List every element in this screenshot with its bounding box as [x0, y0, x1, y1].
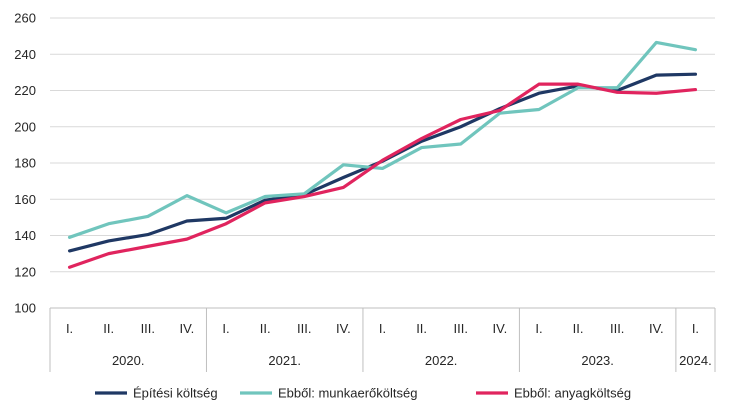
year-label: 2020.	[112, 353, 145, 368]
year-label: 2021.	[268, 353, 301, 368]
x-tick-label: I.	[66, 321, 73, 336]
x-tick-label: I.	[379, 321, 386, 336]
x-tick-label: IV.	[336, 321, 351, 336]
y-tick-label: 240	[14, 47, 36, 62]
series-line-2	[67, 40, 698, 239]
x-tick-label: I.	[535, 321, 542, 336]
x-tick-label: IV.	[493, 321, 508, 336]
year-label: 2023.	[581, 353, 614, 368]
y-tick-label: 160	[14, 192, 36, 207]
legend-label: Ebből: munkaerőköltség	[278, 386, 417, 401]
y-tick-label: 220	[14, 83, 36, 98]
legend-label: Építési költség	[133, 386, 218, 401]
x-tick-label: III.	[297, 321, 311, 336]
series-line-3	[67, 82, 698, 269]
y-tick-label: 260	[14, 11, 36, 26]
x-tick-label: III.	[141, 321, 155, 336]
x-tick-label: I.	[222, 321, 229, 336]
x-tick-label: IV.	[180, 321, 195, 336]
y-tick-label: 180	[14, 156, 36, 171]
year-label: 2022.	[425, 353, 458, 368]
legend-label: Ebből: anyagköltség	[514, 386, 631, 401]
y-tick-label: 100	[14, 301, 36, 316]
y-tick-label: 140	[14, 228, 36, 243]
y-tick-label: 120	[14, 264, 36, 279]
legend: Építési költség Ebből: munkaerőköltség Ebb…	[95, 386, 631, 401]
legend-item: Ebből: munkaerőköltség	[240, 386, 417, 401]
series-lines	[67, 40, 698, 269]
y-tick-label: 200	[14, 119, 36, 134]
year-label: 2024.	[679, 353, 712, 368]
x-tick-label: II.	[573, 321, 584, 336]
x-tick-label: II.	[260, 321, 271, 336]
legend-item: Építési költség	[95, 386, 218, 401]
x-tick-label: II.	[416, 321, 427, 336]
legend-item: Ebből: anyagköltség	[476, 386, 631, 401]
x-tick-label: I.	[692, 321, 699, 336]
y-axis-ticks: 100 120 140 160 180 200 220 240 260	[14, 11, 36, 316]
x-tick-label: II.	[103, 321, 114, 336]
x-tick-label: III.	[610, 321, 624, 336]
x-tick-label: III.	[454, 321, 468, 336]
gridlines	[50, 17, 715, 273]
x-axis: I. II. III. IV. I. II. III. IV. I. II. III. IV. I. II…	[49, 307, 716, 372]
x-tick-label: IV.	[649, 321, 664, 336]
